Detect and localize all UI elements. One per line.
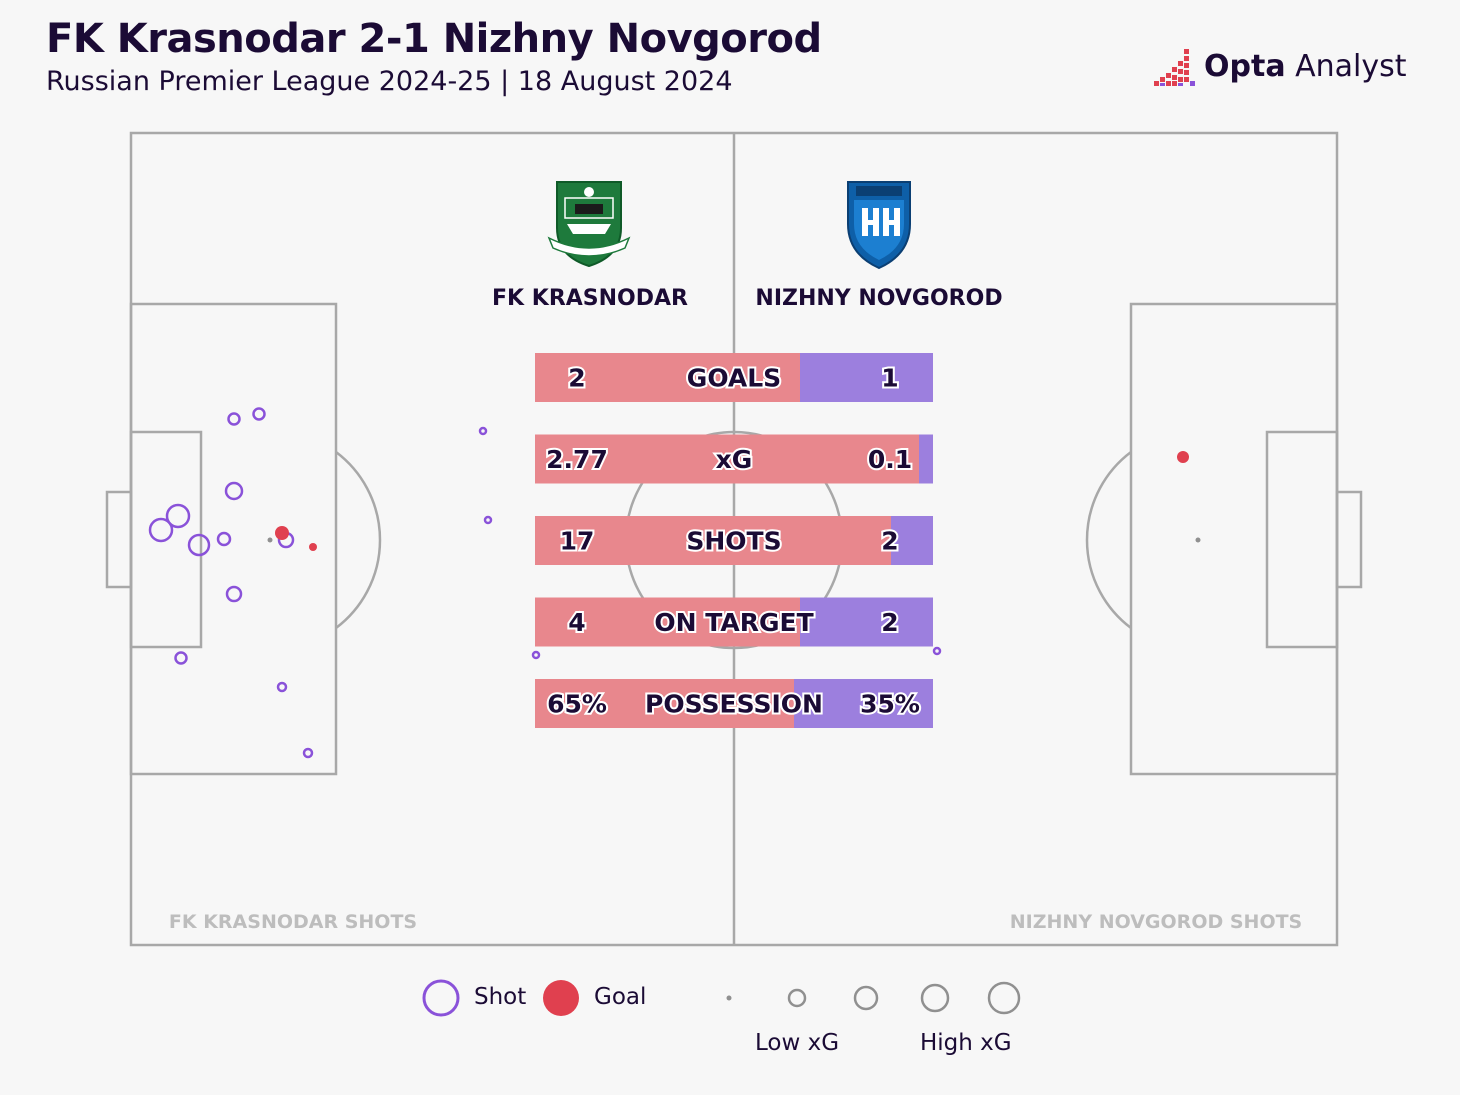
legend-xg-size-1	[726, 995, 732, 1001]
legend-low-xg-label: Low xG	[755, 1030, 840, 1056]
brand-name: Opta Analyst	[1204, 49, 1407, 84]
stat-value-away: 1	[881, 364, 898, 393]
shot-marker	[227, 412, 241, 426]
opta-logo-icon	[1154, 49, 1195, 86]
stat-row: 65% POSSESSION 35%	[535, 679, 933, 728]
shot-marker	[148, 517, 174, 543]
home-goal	[105, 490, 133, 589]
shot-marker	[276, 681, 288, 693]
stat-value-home: 65%	[547, 690, 607, 719]
stat-bar-home	[535, 597, 800, 647]
opta-analyst-logo: Opta Analyst	[1152, 42, 1407, 90]
shot-marker	[174, 651, 188, 665]
stat-bar-home	[535, 434, 919, 484]
stat-bar-away	[794, 679, 933, 728]
stat-label: xG	[716, 445, 753, 474]
home-team-name: FK KRASNODAR	[492, 286, 688, 311]
shot-marker	[478, 426, 488, 436]
away-shots-label: NIZHNY NOVGOROD SHOTS	[1010, 911, 1302, 933]
legend-xg-size-4	[920, 983, 950, 1013]
stat-value-home: 17	[560, 527, 595, 556]
legend-shot-icon	[422, 979, 460, 1017]
stat-bar-away	[919, 434, 933, 484]
pitch-markings	[105, 131, 1363, 947]
home-penalty-area	[129, 302, 338, 776]
shot-marker	[932, 646, 942, 656]
shot-marker	[216, 531, 232, 547]
legend-xg-size-3	[853, 985, 879, 1011]
stat-value-away: 2	[881, 608, 898, 637]
legend-goal-label: Goal	[594, 984, 647, 1010]
stat-value-home: 2.77	[546, 445, 608, 474]
stat-row: 4 ON TARGET 2	[535, 597, 933, 647]
legend-xg-size-5	[987, 981, 1021, 1015]
stats-comparison: 2 GOALS 1 2.77 xG 0.1 17 SHOTS 2 4 ON TARGET 2 65% PO…	[535, 353, 933, 728]
stat-bar-home	[535, 679, 794, 728]
legend-high-xg-label: High xG	[920, 1030, 1012, 1056]
shot-marker-tiny	[1195, 537, 1201, 543]
shot-marker	[252, 407, 266, 421]
away-penalty-arc	[1085, 451, 1132, 629]
goal-marker	[1177, 451, 1189, 463]
away-team-name: NIZHNY NOVGOROD	[755, 286, 1002, 311]
krasnodar-crest-icon	[547, 181, 631, 268]
stat-bar-away	[800, 353, 933, 402]
stat-bar-home	[535, 516, 891, 565]
shot-marker	[483, 515, 493, 525]
stat-bar-home	[535, 353, 800, 402]
stat-value-away: 2	[881, 527, 898, 556]
away-six-yard-box	[1265, 430, 1339, 649]
brand-name-bold: Opta	[1204, 48, 1286, 84]
shot-marker-tiny	[267, 537, 273, 543]
shot-marker	[531, 650, 541, 660]
shot-marker	[224, 481, 244, 501]
brand-name-light: Analyst	[1285, 48, 1407, 84]
stat-value-home: 4	[568, 608, 585, 637]
stat-value-away: 0.1	[868, 445, 912, 474]
stat-value-home: 2	[568, 364, 585, 393]
goal-marker	[309, 543, 317, 551]
stat-row: 17 SHOTS 2	[535, 516, 933, 565]
away-goal	[1335, 490, 1363, 589]
home-shots-label: FK KRASNODAR SHOTS	[169, 911, 417, 933]
legend-goal-icon	[543, 980, 579, 1016]
shot-marker	[187, 533, 211, 557]
stat-label: SHOTS	[686, 527, 781, 556]
shot-marker	[165, 503, 191, 529]
stat-bar-away	[800, 597, 933, 647]
legend-shot-label: Shot	[474, 984, 527, 1010]
goal-marker	[275, 526, 289, 540]
stat-label: ON TARGET	[654, 608, 813, 637]
stat-label: GOALS	[687, 364, 781, 393]
legend	[422, 979, 1021, 1017]
shot-marker	[302, 747, 314, 759]
home-penalty-arc	[335, 451, 382, 629]
home-shots	[148, 407, 541, 759]
stat-value-away: 35%	[860, 690, 920, 719]
nizhny-novgorod-crest-icon	[847, 181, 911, 270]
shot-marker	[225, 585, 243, 603]
legend-xg-size-2	[787, 988, 807, 1008]
page-subtitle: Russian Premier League 2024-25 | 18 Augu…	[46, 66, 733, 97]
stat-label: POSSESSION	[645, 690, 823, 719]
stat-row: 2 GOALS 1	[535, 353, 933, 402]
stat-bar-away	[891, 516, 933, 565]
page-title: FK Krasnodar 2-1 Nizhny Novgorod	[46, 16, 822, 62]
stat-row: 2.77 xG 0.1	[535, 434, 933, 484]
away-penalty-area	[1129, 302, 1339, 776]
